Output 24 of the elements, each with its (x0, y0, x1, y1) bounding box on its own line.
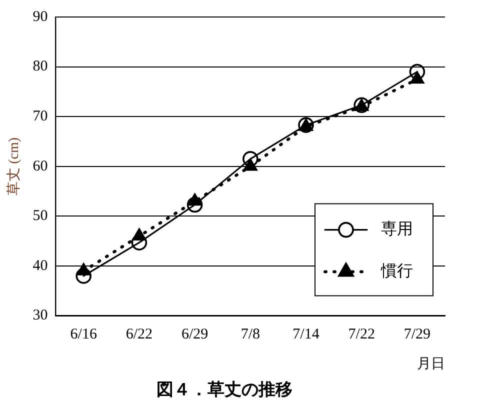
point (242, 151, 258, 167)
y-axis-title: 草丈 (cm) (6, 137, 22, 196)
legend-label: 慣行 (380, 263, 413, 280)
y-tick-label: 40 (32, 258, 48, 274)
y-tick-label: 90 (32, 8, 48, 25)
y-tick-label: 50 (32, 208, 48, 224)
y-tick-label: 60 (32, 158, 48, 174)
x-tick-label: 7/8 (240, 326, 260, 343)
x-tick-label: 6/16 (70, 326, 98, 343)
x-tick-label: 7/29 (404, 326, 431, 343)
text: 図４．草丈の推移 (156, 380, 292, 400)
y-tick-label: 70 (32, 108, 48, 125)
x-tick-label: 7/22 (348, 326, 375, 343)
point (186, 196, 203, 213)
legend-label: 専用 (381, 220, 413, 238)
y-tick-label: 80 (32, 58, 48, 75)
point (76, 268, 92, 284)
point (131, 234, 148, 250)
x-axis-title: 月日 (417, 356, 445, 372)
x-tick-label: 6/22 (126, 326, 153, 343)
point (409, 64, 426, 80)
x-tick-label: 6/29 (181, 326, 208, 343)
y-tick-label: 30 (32, 308, 48, 324)
x-tick-label: 7/14 (292, 326, 320, 343)
